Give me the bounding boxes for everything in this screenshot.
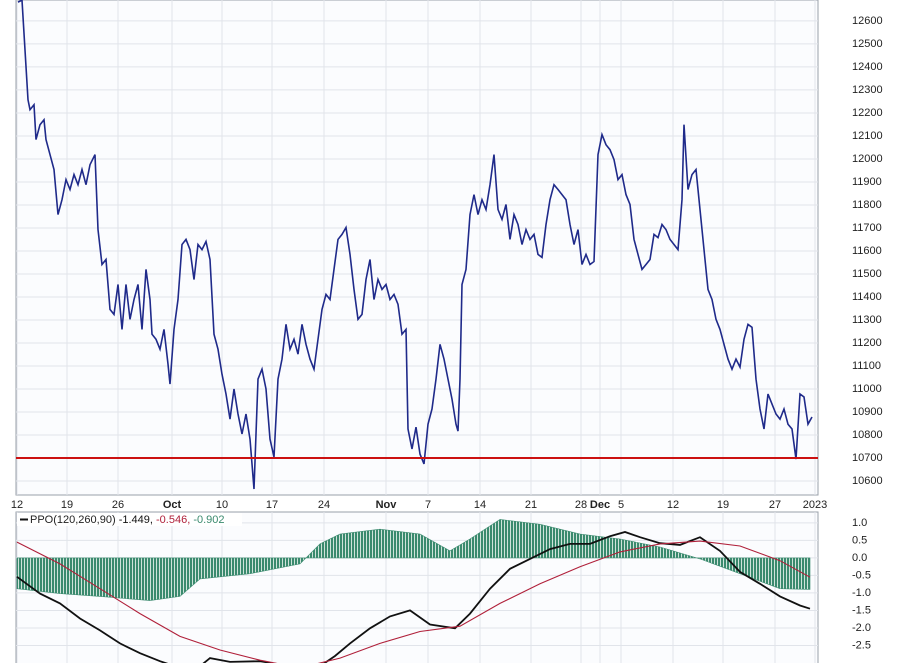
x-tick-label: 19	[61, 499, 73, 511]
legend-text: PPO(120,260,90) -1.449, -0.546, -0.902	[30, 514, 225, 526]
x-tick-label: Oct	[163, 499, 182, 511]
legend-box	[17, 513, 242, 526]
y-tick-label: 11100	[852, 360, 881, 372]
y-tick-label: -1.0	[852, 587, 871, 599]
y-tick-label: 12000	[852, 153, 883, 165]
y-tick-label: 12300	[852, 84, 883, 96]
legend-item: -0.902	[193, 514, 224, 526]
x-tick-label: 2023	[803, 499, 827, 511]
legend-item: -0.546	[156, 514, 187, 526]
x-tick-label: Nov	[376, 499, 398, 511]
y-tick-label: 11500	[852, 268, 882, 280]
y-tick-label: 10900	[852, 406, 883, 418]
x-tick-label: 24	[318, 499, 330, 511]
y-tick-label: 0.5	[852, 534, 867, 546]
y-tick-label: -2.5	[852, 639, 871, 651]
legend-item: PPO(120,260,90)	[30, 514, 116, 526]
y-tick-label: -0.5	[852, 569, 871, 581]
x-tick-label: 28	[575, 499, 587, 511]
y-tick-label: 10700	[852, 452, 883, 464]
y-tick-label: 11900	[852, 176, 882, 188]
legend-item: ,	[150, 514, 153, 526]
x-tick-label: 19	[717, 499, 729, 511]
x-tick-label: 12	[667, 499, 679, 511]
x-tick-label: 26	[112, 499, 124, 511]
y-tick-label: 12600	[852, 15, 883, 27]
x-tick-label: 5	[618, 499, 624, 511]
y-tick-label: 11700	[852, 222, 882, 234]
indicator-line	[16, 540, 811, 663]
x-tick-label: 27	[769, 499, 781, 511]
x-tick-label: 21	[525, 499, 537, 511]
x-tick-label: 14	[474, 499, 486, 511]
legend-item: ,	[187, 514, 190, 526]
legend: PPO(120,260,90) -1.449, -0.546, -0.902	[17, 513, 242, 526]
y-tick-label: 1.0	[852, 517, 867, 529]
y-tick-label: -2.0	[852, 622, 871, 634]
y-tick-label: 11400	[852, 291, 882, 303]
y-tick-label: 12100	[852, 130, 883, 142]
y-tick-label: 12200	[852, 107, 883, 119]
y-tick-label: 11300	[852, 314, 882, 326]
y-tick-label: 10600	[852, 475, 883, 487]
x-tick-label: Dec	[590, 499, 610, 511]
price-line	[17, 0, 813, 490]
y-tick-label: 10800	[852, 429, 883, 441]
x-tick-label: 7	[425, 499, 431, 511]
legend-item: -1.449	[119, 514, 150, 526]
x-tick-label: 10	[216, 499, 228, 511]
y-tick-label: 11200	[852, 337, 882, 349]
plot-area	[16, 519, 818, 663]
y-tick-label: 11600	[852, 245, 882, 257]
histogram-area	[16, 519, 811, 601]
price-panel	[15, 0, 819, 496]
plot-area	[16, 0, 818, 495]
y-tick-label: 0.0	[852, 552, 867, 564]
y-tick-label: -1.5	[852, 604, 871, 616]
y-tick-label: 11000	[852, 383, 882, 395]
x-tick-label: 12	[11, 499, 23, 511]
x-tick-label: 17	[266, 499, 278, 511]
y-tick-label: 12400	[852, 61, 883, 73]
y-tick-label: 11800	[852, 199, 882, 211]
y-tick-label: 12500	[852, 38, 883, 50]
